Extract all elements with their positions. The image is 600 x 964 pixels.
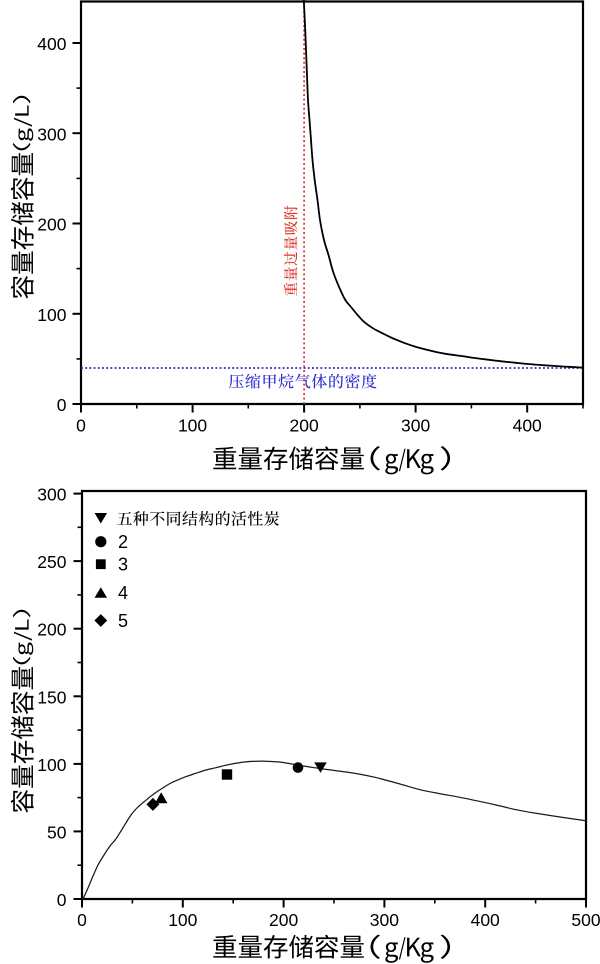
svg-text:50: 50 (47, 822, 67, 842)
svg-text:300: 300 (370, 910, 399, 930)
svg-text:300: 300 (401, 416, 430, 436)
svg-text:0: 0 (76, 416, 86, 436)
svg-text:4: 4 (118, 583, 128, 603)
svg-text:100: 100 (168, 910, 197, 930)
svg-text:200: 200 (37, 620, 66, 640)
svg-text:400: 400 (513, 416, 542, 436)
svg-text:0: 0 (57, 395, 67, 415)
svg-text:300: 300 (37, 124, 66, 144)
svg-text:250: 250 (37, 552, 66, 572)
svg-text:400: 400 (471, 910, 500, 930)
svg-text:100: 100 (37, 305, 66, 325)
svg-text:500: 500 (571, 910, 600, 930)
svg-text:3: 3 (118, 555, 128, 575)
svg-text:100: 100 (178, 416, 207, 436)
svg-text:100: 100 (37, 755, 66, 775)
svg-text:5: 5 (118, 611, 128, 631)
svg-text:0: 0 (57, 890, 67, 910)
svg-text:300: 300 (37, 485, 66, 505)
svg-text:2: 2 (118, 532, 128, 552)
svg-text:200: 200 (289, 416, 318, 436)
svg-text:200: 200 (37, 215, 66, 235)
svg-text:200: 200 (269, 910, 298, 930)
svg-text:400: 400 (37, 34, 66, 54)
svg-text:0: 0 (77, 910, 87, 930)
svg-text:150: 150 (37, 687, 66, 707)
